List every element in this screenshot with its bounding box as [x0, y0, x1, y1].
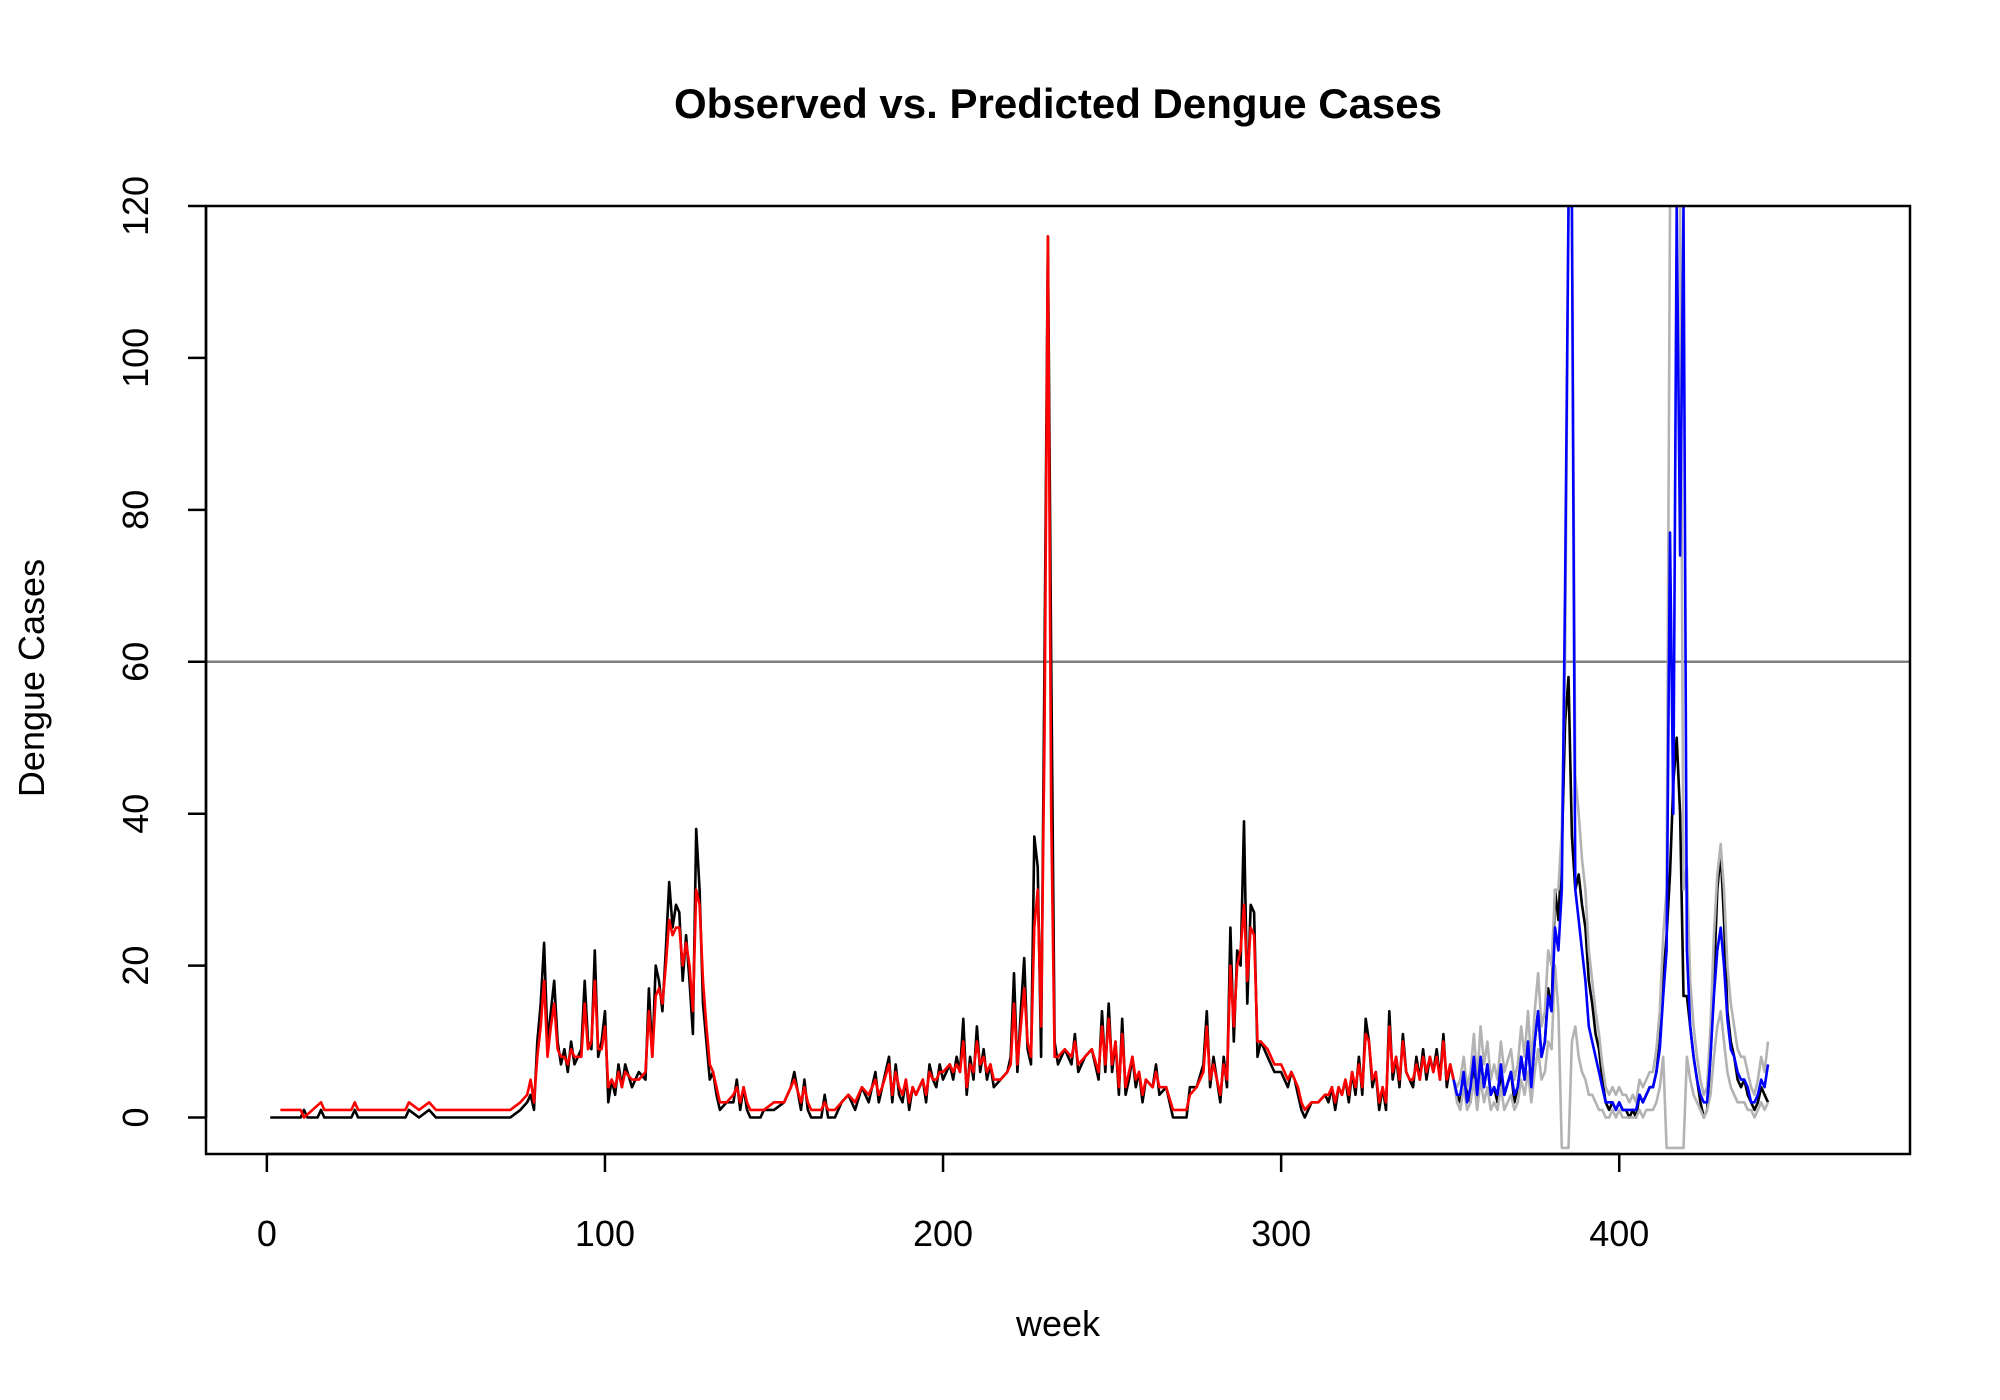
x-tick-label: 0 — [257, 1213, 277, 1254]
x-tick-label: 300 — [1251, 1213, 1311, 1254]
series-line-fitted — [280, 235, 1455, 1119]
x-tick-label: 200 — [913, 1213, 973, 1254]
x-axis: 0 100 200 300 400 — [257, 1152, 1649, 1254]
series-line-lower — [1452, 964, 1770, 1150]
y-tick-label: 20 — [115, 946, 156, 986]
y-tick-label: 120 — [115, 176, 156, 236]
series-layer — [270, 206, 1770, 1150]
y-tick-label: 80 — [115, 490, 156, 530]
chart-title: Observed vs. Predicted Dengue Cases — [674, 80, 1442, 127]
series-line-predicted — [1452, 206, 1770, 1112]
x-tick-label: 400 — [1589, 1213, 1649, 1254]
x-tick-label: 100 — [575, 1213, 635, 1254]
y-tick-label: 60 — [115, 642, 156, 682]
series-line-upper — [1452, 206, 1770, 1104]
y-axis: 0 20 40 60 80 100 120 — [115, 176, 208, 1128]
y-tick-label: 0 — [115, 1107, 156, 1127]
y-tick-label: 40 — [115, 794, 156, 834]
x-axis-label: week — [1015, 1303, 1101, 1344]
y-tick-label: 100 — [115, 328, 156, 388]
y-axis-label: Dengue Cases — [11, 559, 52, 797]
